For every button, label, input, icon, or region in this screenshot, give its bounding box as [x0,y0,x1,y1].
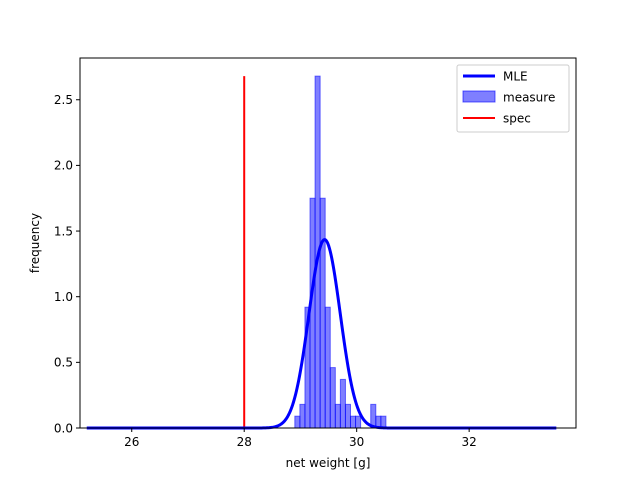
x-tick-label: 30 [349,435,364,449]
histogram-bar [349,415,357,429]
legend-mle-label: MLE [503,70,528,84]
y-tick-label: 0.0 [54,421,73,435]
histogram-bar [380,415,387,429]
histogram-bar [299,403,306,429]
histogram-bar [355,415,362,429]
x-axis-label: net weight [g] [286,456,371,470]
y-tick-label: 1.5 [54,224,73,238]
y-axis-label: frequency [28,213,42,273]
histogram-bar [329,367,336,429]
legend-box [456,64,570,133]
y-tick-label: 2.0 [54,159,73,173]
y-tick-label: 2.5 [54,93,73,107]
histogram-bar [309,197,316,429]
histogram-bar [334,403,341,429]
histogram-bar [324,306,331,429]
legend-measure-swatch [462,90,496,103]
x-tick-label: 32 [462,435,477,449]
y-tick-label: 0.5 [54,356,73,370]
histogram-bar [339,378,346,429]
histogram-bar [344,403,351,429]
y-tick-label: 1.0 [54,290,73,304]
legend-measure-label: measure [503,91,555,105]
x-tick-label: 28 [237,435,252,449]
x-axis: 26 28 30 32 [124,428,477,449]
x-tick-label: 26 [124,435,139,449]
axes-frame [79,57,577,429]
histogram-bar [319,197,326,429]
legend: MLE measure spec [456,64,570,133]
histogram-bar [294,415,301,429]
y-axis: 0.0 0.5 1.0 1.5 2.0 2.5 [54,93,80,435]
legend-spec-label: spec [503,112,531,126]
